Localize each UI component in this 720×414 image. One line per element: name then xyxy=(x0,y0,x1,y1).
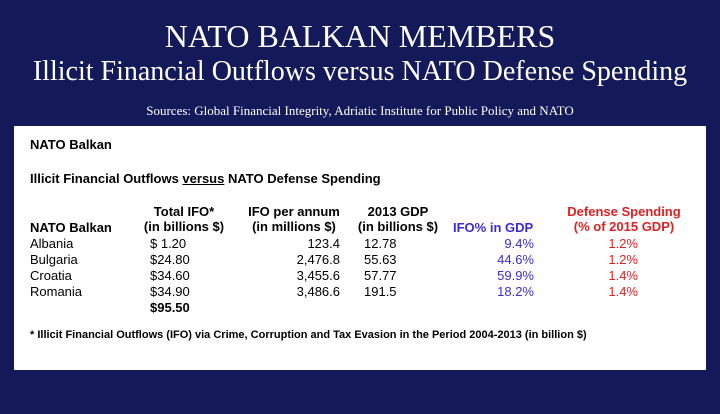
row-defense: 1.4% xyxy=(608,284,638,299)
row-gdp: 55.63 xyxy=(364,252,397,267)
col-header-ifo-annum: IFO per annum (in millions $) xyxy=(236,204,352,234)
row-ifo-pct: 44.6% xyxy=(497,252,534,267)
row-ifo-pct: 18.2% xyxy=(497,284,534,299)
row-ifo-pct: 9.4% xyxy=(504,236,534,251)
col-header-gdp: 2013 GDP (in billions $) xyxy=(346,204,450,234)
col-header-country: NATO Balkan xyxy=(30,220,112,235)
panel-subheading: Illicit Financial Outflows versus NATO D… xyxy=(30,171,381,186)
col-header-ifo-annum-line1: IFO per annum xyxy=(248,204,340,219)
col-header-defense-line2: (% of 2015 GDP) xyxy=(573,219,675,234)
row-country: Croatia xyxy=(30,268,72,283)
col-header-defense-line1: Defense Spending xyxy=(567,204,681,219)
row-ifo-annum: 2,476.8 xyxy=(296,252,340,267)
row-country: Romania xyxy=(30,284,83,299)
col-header-ifo-pct: IFO% in GDP xyxy=(453,220,534,235)
row-total-ifo: $34.90 xyxy=(150,284,190,299)
row-total-ifo: $24.80 xyxy=(150,252,190,267)
row-ifo-annum: 123.4 xyxy=(307,236,340,251)
col-header-total-ifo: Total IFO* (in billions $) xyxy=(132,204,236,234)
row-gdp: 191.5 xyxy=(364,284,397,299)
row-total-ifo: $ 1.20 xyxy=(150,236,187,251)
total-ifo-sum: $95.50 xyxy=(150,300,190,315)
col-header-ifo-annum-line2: (in millions $) xyxy=(252,219,336,234)
col-header-total-ifo-line1: Total IFO* xyxy=(153,204,215,219)
row-defense: 1.4% xyxy=(608,268,638,283)
row-country: Albania xyxy=(30,236,74,251)
row-total-ifo: $34.60 xyxy=(150,268,190,283)
row-ifo-annum: 3,455.6 xyxy=(296,268,340,283)
slide-title: NATO BALKAN MEMBERS xyxy=(164,18,556,54)
data-panel: NATO Balkan Illicit Financial Outflows v… xyxy=(14,126,706,370)
row-ifo-pct: 59.9% xyxy=(497,268,534,283)
row-country: Bulgaria xyxy=(30,252,78,267)
sources-line: Sources: Global Financial Integrity, Adr… xyxy=(146,103,574,118)
col-header-gdp-line2: (in billions $) xyxy=(357,219,439,234)
subheading-text-2: NATO Defense Spending xyxy=(224,171,381,186)
row-gdp: 12.78 xyxy=(364,236,397,251)
row-gdp: 57.77 xyxy=(364,268,397,283)
row-defense: 1.2% xyxy=(608,252,638,267)
subheading-underlined: versus xyxy=(182,171,225,186)
slide-subtitle: Illicit Financial Outflows versus NATO D… xyxy=(32,56,688,87)
row-defense: 1.2% xyxy=(608,236,638,251)
subheading-text-1: Illicit Financial Outflows xyxy=(30,171,183,186)
panel-heading: NATO Balkan xyxy=(30,137,112,152)
col-header-defense: Defense Spending (% of 2015 GDP) xyxy=(554,204,694,234)
row-ifo-annum: 3,486.6 xyxy=(296,284,340,299)
footnote: * Illicit Financial Outflows (IFO) via C… xyxy=(30,329,587,341)
col-header-gdp-line1: 2013 GDP xyxy=(367,204,429,219)
col-header-total-ifo-line2: (in billions $) xyxy=(143,219,225,234)
